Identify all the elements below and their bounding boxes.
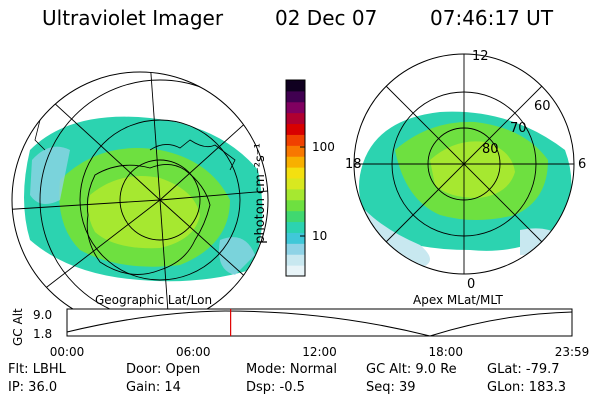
door-info: Door: Open [126,362,201,377]
ip-info: IP: 36.0 [8,380,58,395]
seq-info: Seq: 39 [366,380,416,395]
y-tick-high: 9.0 [33,308,52,322]
colorbar-segment [286,199,305,212]
colorbar-segment [286,188,305,201]
gc-alt-info: GC Alt: 9.0 Re [366,362,457,377]
colorbar-segment [286,156,305,168]
glat-info: GLat: -79.7 [487,362,560,377]
gain-info: Gain: 14 [126,380,181,395]
colorbar-segment [286,123,305,135]
colorbar-segment [286,167,305,179]
timeline-axis-label: GC Alt [11,308,25,346]
colorbar: 100 10 [285,79,335,277]
dsp-info: Dsp: -0.5 [246,380,305,395]
x-tick-label: 06:00 [176,345,211,359]
geographic-map [11,71,269,329]
colorbar-segment [286,265,305,277]
coastline [86,164,211,275]
x-tick-label: 00:00 [50,345,85,359]
y-tick-low: 1.8 [33,327,52,341]
colorbar-segment [286,101,305,114]
colorbar-segment [286,80,305,92]
colorbar-segment [286,221,305,233]
altitude-timeline: GC Alt 9.0 1.8 00:00 06:00 12:00 18:00 23:59 [11,308,589,359]
mlt-label-12: 12 [472,49,489,64]
colorbar-tick-label: 100 [312,140,335,154]
colorbar-segment [286,112,305,125]
apex-map-label: Apex MLat/MLT [413,293,503,307]
colorbar-frame [285,79,306,277]
colorbar-segment [286,178,305,190]
x-tick-label: 18:00 [428,345,463,359]
colorbar-segment [286,232,305,244]
colorbar-segment [286,134,305,146]
date-label: 02 Dec 07 [275,6,378,30]
colorbar-segment [286,243,305,255]
lat-label-80: 80 [482,142,499,157]
x-tick-label: 23:59 [555,345,590,359]
instrument-title: Ultraviolet Imager [42,6,224,30]
glon-info: GLon: 183.3 [487,380,567,395]
mode-info: Mode: Normal [246,362,337,377]
filter-info: Flt: LBHL [8,362,66,377]
colorbar-segment [286,145,305,157]
mlt-label-18: 18 [345,157,362,172]
lat-label-70: 70 [510,121,527,136]
mlt-label-6: 6 [578,157,586,172]
colorbar-tick-label: 10 [312,229,327,243]
colorbar-unit-label: photon cm⁻²s⁻¹ [252,143,268,244]
geographic-map-label: Geographic Lat/Lon [95,293,212,307]
colorbar-segment [286,210,305,223]
apex-map: 12 18 6 0 60 70 80 [345,49,586,292]
mlt-label-0: 0 [467,277,475,292]
altitude-curve [66,310,573,337]
lat-label-60: 60 [534,99,551,114]
x-tick-label: 12:00 [302,345,337,359]
time-label: 07:46:17 UT [430,6,554,30]
colorbar-segment [286,90,305,103]
colorbar-segment [286,254,305,266]
